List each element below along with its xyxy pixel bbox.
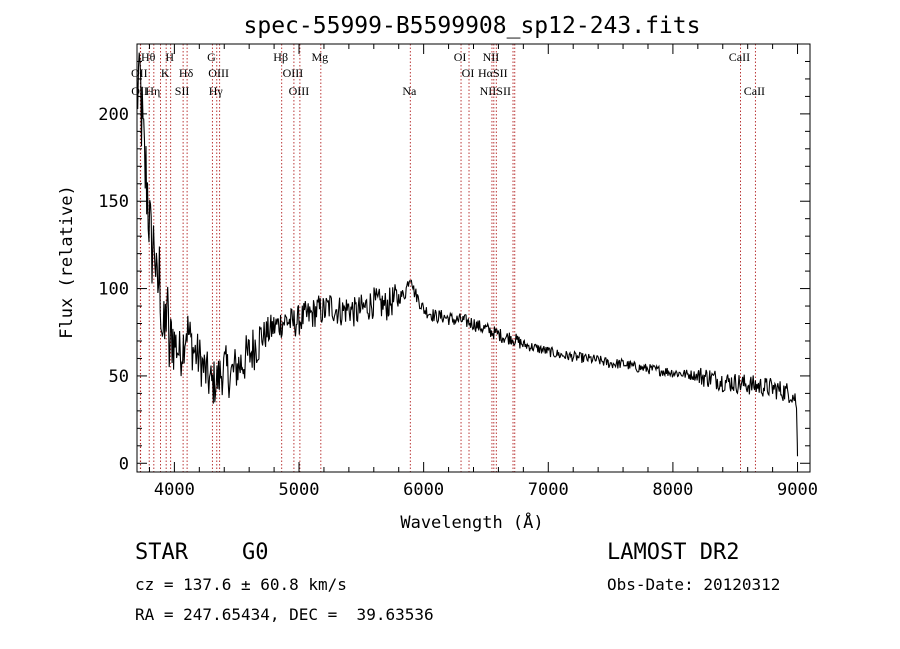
spectrum-series-line — [136, 52, 799, 457]
spectral-line-label: CaII — [744, 84, 765, 98]
x-tick-label: 8000 — [652, 480, 693, 500]
survey-name: LAMOST DR2 — [607, 540, 740, 565]
chart-title: spec-55999-B5599908_sp12-243.fits — [244, 13, 701, 39]
redshift-info: cz = 137.6 ± 60.8 km/s — [135, 575, 347, 594]
spectral-line-label: Hγ — [209, 84, 224, 98]
plot-frame — [136, 43, 811, 473]
emission-lines — [139, 44, 756, 472]
spectral-line-label: NIISII — [480, 84, 511, 98]
object-class: STAR — [135, 540, 188, 565]
spectral-line-label: OI — [462, 66, 475, 80]
spectral-line-label: OI — [454, 50, 467, 64]
x-tick-label: 9000 — [777, 480, 818, 500]
coordinates: RA = 247.65434, DEC = 39.63536 — [135, 605, 434, 624]
spectral-line-label: SII — [175, 84, 190, 98]
spectral-line-label: K — [161, 66, 170, 80]
y-tick-label: 150 — [98, 192, 129, 212]
y-tick-label: 0 — [119, 454, 129, 474]
x-tick-label: 7000 — [528, 480, 569, 500]
y-tick-label: 200 — [98, 105, 129, 125]
spectral-line-label: Hβ — [273, 50, 288, 64]
spectral-line-label: CaII — [729, 50, 750, 64]
spectral-line-label: Na — [402, 84, 417, 98]
spectral-line-label: Hδ — [179, 66, 194, 80]
x-axis: 4000 5000 6000 7000 8000 9000 — [148, 44, 818, 500]
x-tick-label: 6000 — [403, 480, 444, 500]
spectral-line-label: Hθ — [141, 50, 156, 64]
spectral-line-label: Mg — [311, 50, 328, 64]
y-axis: 0 50 100 150 200 — [98, 60, 810, 474]
x-tick-label: 4000 — [154, 480, 195, 500]
spectral-line-label: H — [165, 50, 174, 64]
x-tick-label: 5000 — [279, 480, 320, 500]
spectral-line-label: HαSII — [478, 66, 508, 80]
spectral-line-label: OII — [131, 66, 148, 80]
spectral-line-label: OII — [131, 84, 148, 98]
spectral-line-label: OIII — [208, 66, 229, 80]
y-tick-label: 50 — [109, 367, 129, 387]
spectral-line-label: OIII — [289, 84, 310, 98]
spectral-line-label: G — [207, 50, 216, 64]
y-axis-label: Flux (relative) — [57, 185, 77, 339]
object-subclass: G0 — [242, 540, 269, 565]
spectral-line-label: OIII — [283, 66, 304, 80]
y-tick-label: 100 — [98, 280, 129, 300]
observation-date: Obs-Date: 20120312 — [607, 575, 781, 594]
spectral-line-label: NII — [483, 50, 500, 64]
spectral-line-label: Hη — [145, 84, 160, 98]
x-axis-label: Wavelength (Å) — [400, 511, 543, 533]
